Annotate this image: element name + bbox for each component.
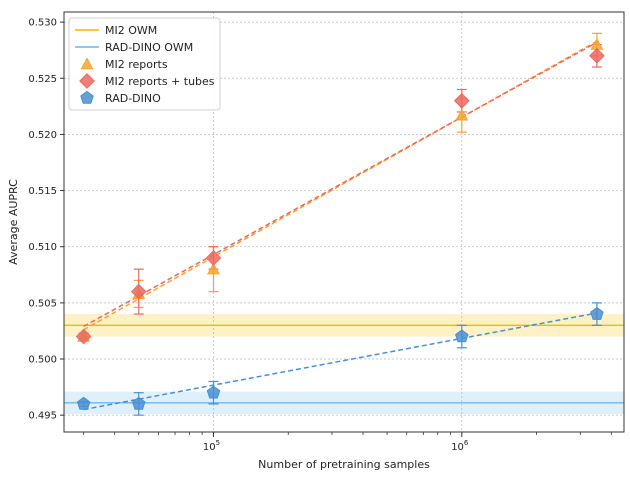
point-mi2-reports-tubes (205, 250, 222, 266)
legend-marker-shape-mi2-reports-tubes (79, 73, 95, 89)
point-rad-dino (590, 306, 604, 320)
y-tick-label: 0.495 (28, 411, 57, 422)
legend-label-mi2-reports: MI2 reports (105, 58, 168, 71)
point-rad-dino (206, 385, 221, 399)
legend-label-rad-dino-owm: RAD-DINO OWM (105, 41, 193, 54)
data-markers (75, 38, 605, 410)
point-rad-dino (455, 329, 469, 343)
legend-box (68, 17, 221, 111)
axis-ticks: 0.495 0.500 0.505 0.510 0.515 0.520 0.525 0.530… (28, 18, 612, 453)
y-tick-label: 0.500 (28, 355, 57, 366)
point-mi2-reports (455, 108, 469, 121)
point-mi2-reports-tubes (589, 47, 605, 64)
legend: MI2 OWM RAD-DINO OWM MI2 reports MI2 rep… (68, 17, 221, 111)
point-mi2-reports-tubes (453, 92, 470, 109)
point-rad-dino (76, 396, 91, 410)
plot-frame (63, 11, 625, 433)
y-tick-label: 0.530 (28, 18, 57, 29)
legend-marker-mi2-reports (80, 57, 94, 70)
legend-marker-shape-mi2-reports (80, 57, 94, 70)
y-tick-label: 0.525 (28, 74, 57, 85)
legend-marker-rad-dino (80, 90, 94, 104)
point-mi2-reports (207, 262, 220, 275)
legend-label-mi2-reports-tubes: MI2 reports + tubes (105, 75, 215, 88)
y-tick-label: 0.515 (28, 186, 57, 197)
y-tick-label: 0.520 (28, 130, 57, 141)
x-axis-label: Number of pretraining samples (258, 458, 430, 471)
fit-line-mi2-reports-tubes (83, 41, 598, 328)
legend-label-rad-dino: RAD-DINO (105, 92, 161, 105)
trend-lines (83, 40, 598, 411)
fit-line-rad-dino (83, 312, 598, 411)
point-mi2-reports-tubes (75, 328, 92, 345)
y-tick-label: 0.510 (28, 242, 57, 253)
point-mi2-reports-tubes (130, 283, 147, 300)
legend-marker-mi2-reports-tubes (79, 73, 95, 89)
legend-label-mi2-owm: MI2 OWM (105, 24, 157, 37)
y-axis-label: Average AUPRC (7, 179, 20, 265)
point-rad-dino (131, 396, 146, 410)
legend-marker-shape-rad-dino (80, 90, 94, 104)
y-tick-label: 0.505 (28, 298, 57, 309)
